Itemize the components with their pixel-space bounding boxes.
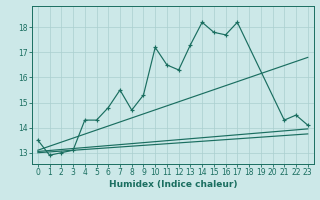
X-axis label: Humidex (Indice chaleur): Humidex (Indice chaleur) — [108, 180, 237, 189]
